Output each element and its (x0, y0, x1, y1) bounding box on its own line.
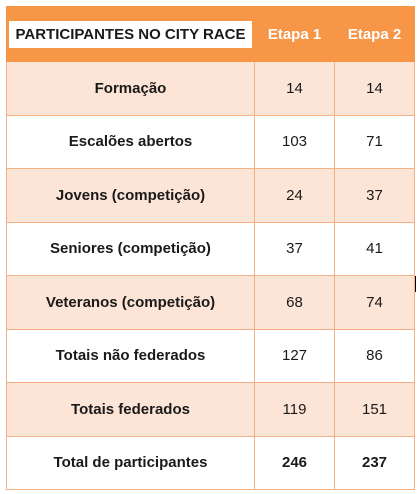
etapa-2-value: 71 (334, 114, 415, 169)
etapa-2-value: 86 (334, 328, 415, 383)
etapa-2-value: 74 (334, 275, 415, 330)
text-cursor (415, 276, 416, 292)
etapa-1-value: 37 (254, 221, 335, 276)
row-label: Totais não federados (6, 328, 255, 383)
row-label: Total de participantes (6, 435, 255, 490)
table-row-total: Total de participantes 246 237 (6, 435, 415, 490)
etapa-1-value: 103 (254, 114, 335, 169)
table-title: PARTICIPANTES NO CITY RACE (9, 20, 252, 48)
etapa-2-value: 37 (334, 168, 415, 223)
table-row: Totais não federados 127 86 (6, 328, 415, 383)
row-label: Jovens (competição) (6, 168, 255, 223)
column-header-etapa-2: Etapa 2 (334, 6, 415, 62)
participants-table-container: PARTICIPANTES NO CITY RACE Etapa 1 Etapa… (6, 6, 415, 490)
row-label: Totais federados (6, 382, 255, 437)
table-row: Veteranos (competição) 68 74 (6, 275, 415, 330)
etapa-2-value: 41 (334, 221, 415, 276)
row-label: Formação (6, 61, 255, 116)
table-row: Escalões abertos 103 71 (6, 114, 415, 169)
etapa-1-value: 119 (254, 382, 335, 437)
etapa-2-value: 14 (334, 61, 415, 116)
table-row: Formação 14 14 (6, 61, 415, 116)
table-row: Totais federados 119 151 (6, 382, 415, 437)
table-header-row: PARTICIPANTES NO CITY RACE Etapa 1 Etapa… (6, 6, 415, 62)
row-label: Escalões abertos (6, 114, 255, 169)
row-label: Seniores (competição) (6, 221, 255, 276)
table-title-cell: PARTICIPANTES NO CITY RACE (6, 6, 255, 62)
column-header-etapa-1: Etapa 1 (254, 6, 335, 62)
etapa-1-value: 24 (254, 168, 335, 223)
etapa-1-value: 127 (254, 328, 335, 383)
etapa-2-total-value: 237 (334, 435, 415, 490)
etapa-2-value: 151 (334, 382, 415, 437)
etapa-1-value: 14 (254, 61, 335, 116)
table-row: Seniores (competição) 37 41 (6, 221, 415, 276)
participants-table: PARTICIPANTES NO CITY RACE Etapa 1 Etapa… (6, 6, 415, 490)
table-row: Jovens (competição) 24 37 (6, 168, 415, 223)
row-label: Veteranos (competição) (6, 275, 255, 330)
etapa-1-value: 68 (254, 275, 335, 330)
etapa-1-total-value: 246 (254, 435, 335, 490)
